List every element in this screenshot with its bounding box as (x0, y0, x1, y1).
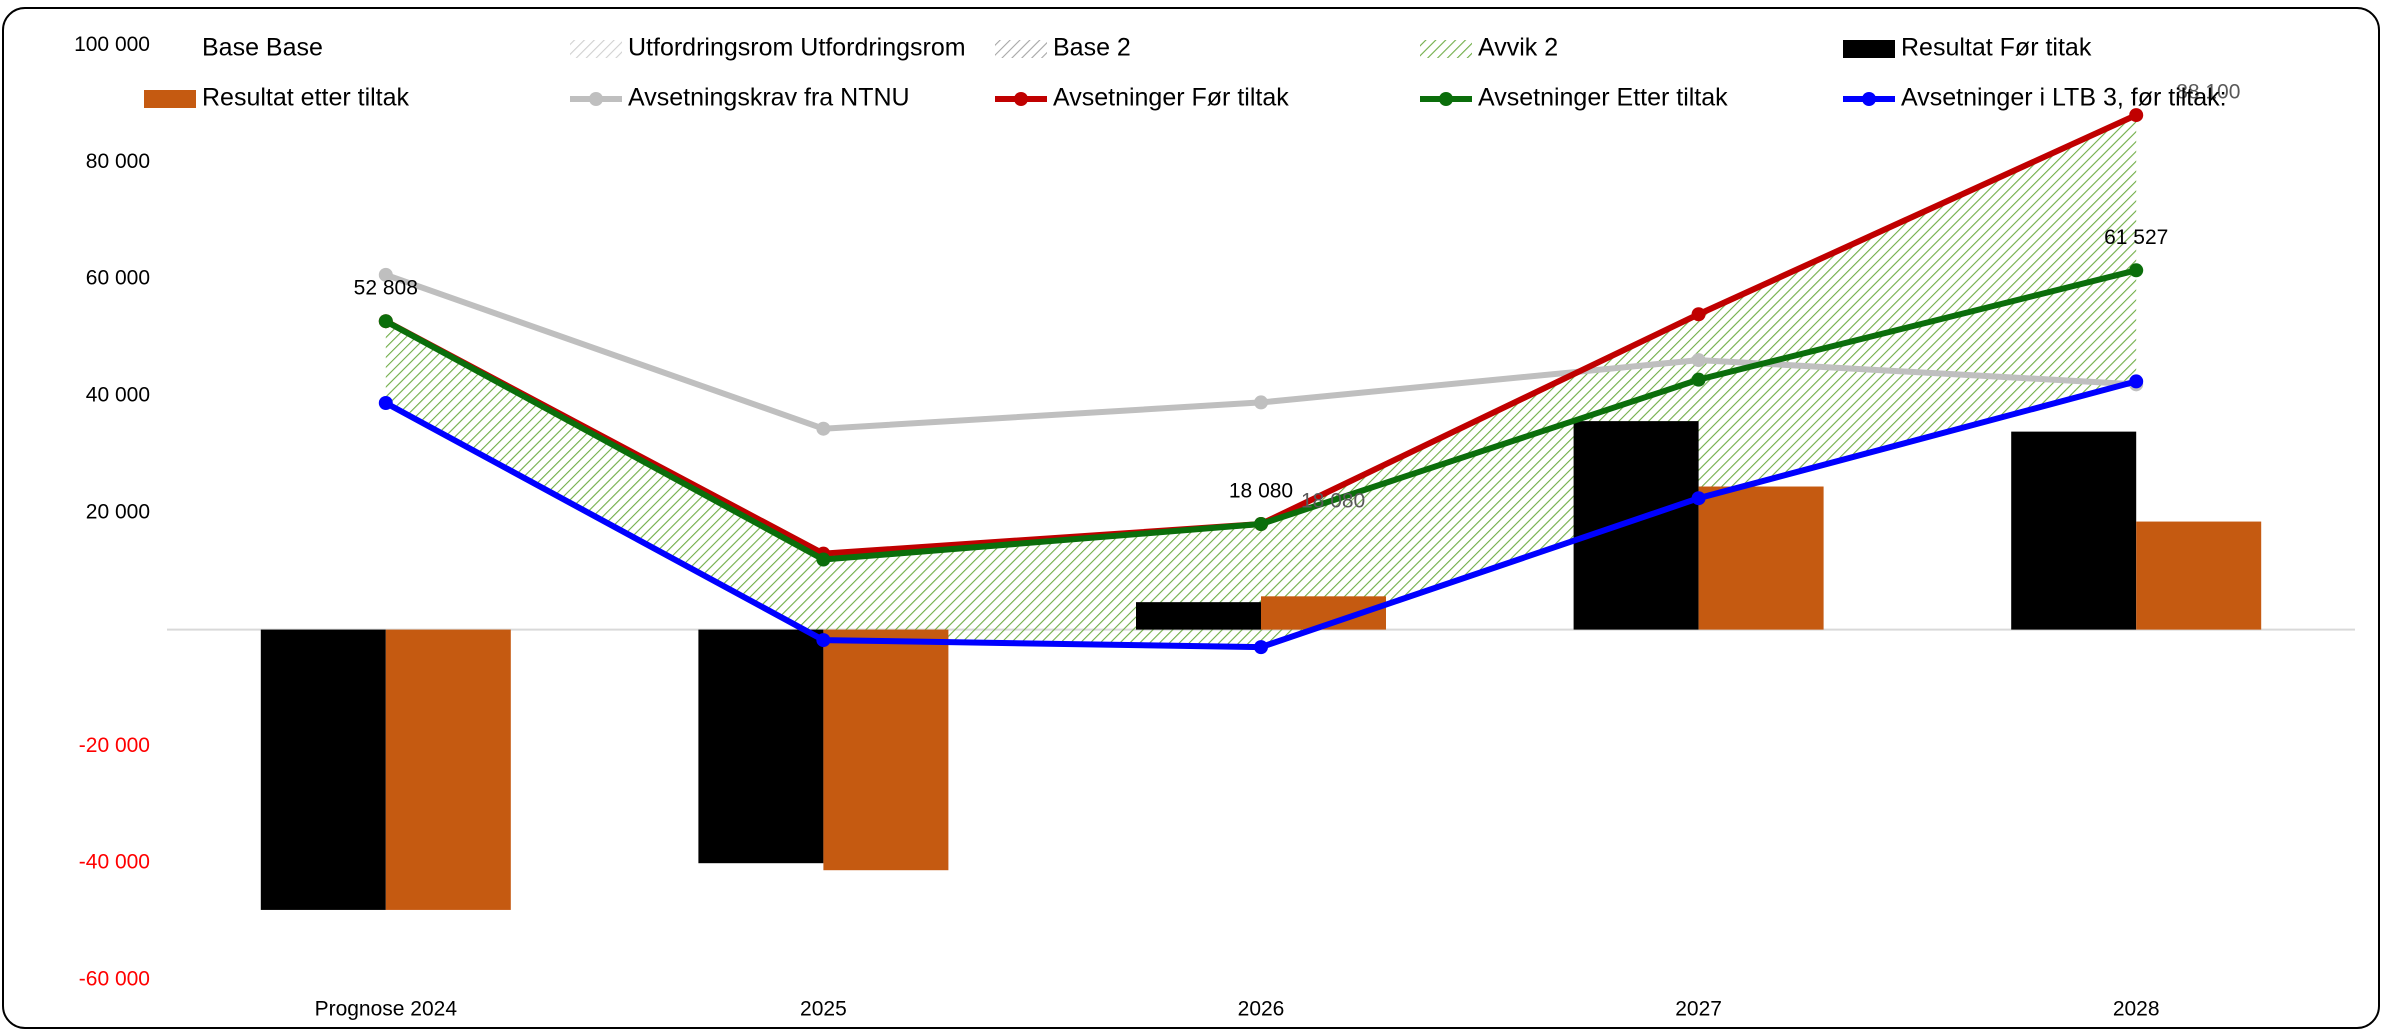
marker (816, 552, 831, 567)
y-tick-label: 60 000 (86, 267, 150, 290)
bar (1698, 486, 1824, 630)
legend-label: Utfordringsrom Utfordringsrom (628, 34, 966, 62)
legend-label: Base Base (202, 34, 323, 62)
legend-label: Avvik 2 (1478, 34, 1558, 62)
legend-swatch (1420, 40, 1472, 58)
marker (1254, 395, 1268, 410)
legend-swatch (570, 40, 622, 58)
bar (2136, 521, 2262, 630)
data-label: 18 080 (1301, 490, 1365, 513)
legend-label: Avsetninger Før tiltak (1053, 84, 1289, 112)
legend-label: Resultat etter tiltak (202, 84, 410, 112)
marker (1691, 307, 1706, 322)
marker (816, 421, 831, 436)
marker (378, 314, 393, 329)
marker (1254, 517, 1268, 532)
legend-label: Avsetninger Etter tiltak (1478, 84, 1728, 112)
legend-swatch (1843, 40, 1895, 58)
legend-swatch (589, 92, 603, 106)
marker (378, 396, 393, 411)
bar (2011, 431, 2137, 630)
x-tick-label: 2025 (800, 998, 847, 1021)
legend-label: Base 2 (1053, 34, 1131, 62)
y-tick-label: -40 000 (79, 851, 150, 874)
y-tick-label: 20 000 (86, 500, 150, 523)
bar (260, 629, 386, 910)
bar (823, 629, 949, 871)
data-label: 61 527 (2104, 226, 2168, 249)
y-tick-label: 100 000 (74, 33, 150, 56)
legend-label: Avsetningskrav fra NTNU (628, 84, 910, 112)
bar (1136, 602, 1261, 630)
bar (698, 629, 824, 864)
x-tick-label: Prognose 2024 (315, 998, 458, 1021)
y-tick-label: -60 000 (79, 968, 150, 991)
marker (1691, 491, 1706, 506)
marker (1254, 640, 1268, 655)
data-label: 88 100 (2176, 81, 2240, 104)
legend-swatch (995, 40, 1047, 58)
area (385, 115, 2137, 648)
marker (2129, 108, 2144, 123)
bar (1573, 421, 1699, 630)
legend-label: Avsetninger i LTB 3, før tiltak: (1901, 84, 2227, 112)
y-tick-label: 40 000 (86, 384, 150, 407)
x-tick-label: 2028 (2113, 998, 2160, 1021)
x-tick-label: 2026 (1238, 998, 1285, 1021)
marker (2129, 374, 2144, 389)
legend-label: Resultat Før titak (1901, 34, 2092, 62)
marker (1691, 353, 1706, 368)
chart-border (2, 7, 2380, 1029)
bar (385, 629, 511, 910)
legend-swatch (1439, 92, 1453, 106)
marker (378, 267, 393, 282)
marker (2129, 263, 2144, 278)
marker (1691, 372, 1706, 387)
x-tick-label: 2027 (1675, 998, 1722, 1021)
y-tick-label: 80 000 (86, 150, 150, 173)
legend-swatch (144, 90, 196, 108)
y-tick-label: -20 000 (79, 734, 150, 757)
data-label: 18 080 (1229, 480, 1293, 503)
legend-swatch (1862, 92, 1876, 106)
data-label: 52 808 (354, 277, 418, 300)
marker (816, 633, 831, 648)
legend-swatch (1014, 92, 1028, 106)
